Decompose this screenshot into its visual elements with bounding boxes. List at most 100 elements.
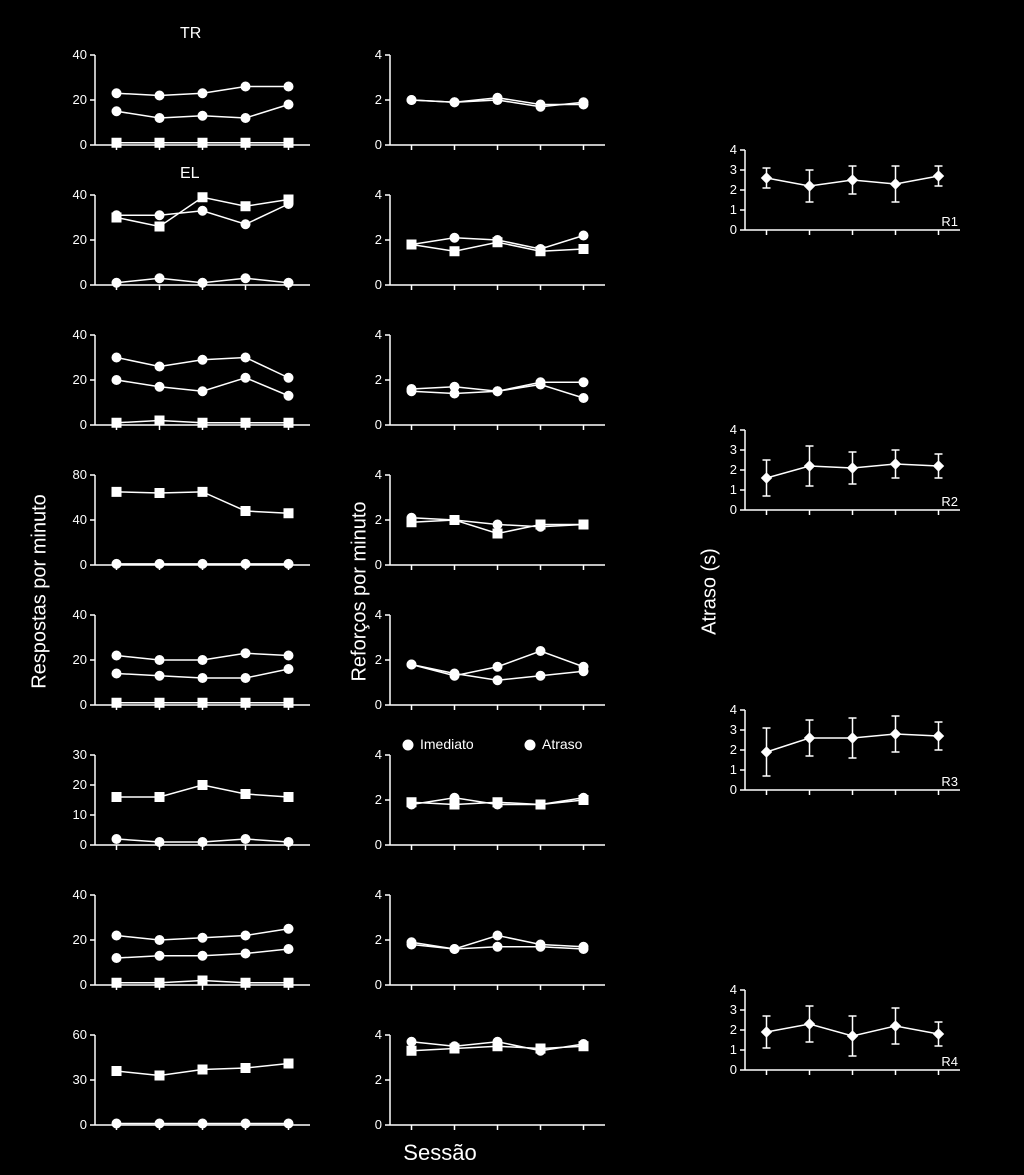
svg-text:Atraso: Atraso: [542, 736, 583, 752]
svg-text:2: 2: [730, 462, 737, 477]
chart-panel: 02040: [95, 335, 320, 425]
svg-text:4: 4: [375, 607, 382, 622]
svg-text:0: 0: [730, 222, 737, 237]
svg-text:0: 0: [375, 837, 382, 852]
chart-panel: 024: [390, 1035, 615, 1125]
chart-panel: 02040: [95, 55, 320, 145]
chart-panel: 024: [390, 755, 615, 845]
svg-text:2: 2: [375, 932, 382, 947]
chart-panel: 02040: [95, 615, 320, 705]
svg-text:R4: R4: [941, 1054, 958, 1069]
svg-text:4: 4: [375, 747, 382, 762]
svg-text:20: 20: [73, 777, 87, 792]
svg-text:0: 0: [730, 782, 737, 797]
svg-text:4: 4: [375, 1027, 382, 1042]
svg-text:0: 0: [730, 1062, 737, 1077]
svg-text:30: 30: [73, 1072, 87, 1087]
svg-text:4: 4: [730, 702, 737, 717]
svg-text:20: 20: [73, 92, 87, 107]
svg-text:20: 20: [73, 232, 87, 247]
error-chart-panel: 01234R3: [745, 710, 970, 790]
chart-panel: 024: [390, 195, 615, 285]
svg-text:4: 4: [375, 47, 382, 62]
svg-text:0: 0: [730, 502, 737, 517]
svg-text:3: 3: [730, 722, 737, 737]
svg-text:0: 0: [375, 1117, 382, 1132]
svg-text:0: 0: [80, 837, 87, 852]
legend: Imediato Atraso: [400, 735, 650, 755]
error-chart-panel: 01234R4: [745, 990, 970, 1070]
svg-text:30: 30: [73, 747, 87, 762]
svg-text:0: 0: [80, 697, 87, 712]
chart-panel: 024: [390, 895, 615, 985]
svg-text:4: 4: [375, 327, 382, 342]
svg-text:0: 0: [375, 277, 382, 292]
svg-text:3: 3: [730, 162, 737, 177]
svg-text:40: 40: [73, 327, 87, 342]
svg-text:20: 20: [73, 932, 87, 947]
chart-panel: 024: [390, 335, 615, 425]
svg-text:4: 4: [375, 887, 382, 902]
svg-text:0: 0: [80, 277, 87, 292]
svg-text:0: 0: [80, 137, 87, 152]
svg-text:80: 80: [73, 467, 87, 482]
svg-text:2: 2: [375, 92, 382, 107]
svg-text:0: 0: [375, 697, 382, 712]
svg-text:2: 2: [730, 182, 737, 197]
svg-text:0: 0: [375, 977, 382, 992]
svg-text:10: 10: [73, 807, 87, 822]
svg-text:2: 2: [375, 1072, 382, 1087]
svg-text:2: 2: [375, 792, 382, 807]
svg-text:4: 4: [730, 982, 737, 997]
svg-text:4: 4: [730, 142, 737, 157]
svg-text:3: 3: [730, 1002, 737, 1017]
svg-text:40: 40: [73, 187, 87, 202]
svg-text:0: 0: [375, 417, 382, 432]
svg-text:40: 40: [73, 887, 87, 902]
tr-label: TR: [180, 25, 201, 43]
svg-text:20: 20: [73, 652, 87, 667]
mid-y-axis-label: Reforços por minuto: [349, 492, 372, 692]
error-chart-panel: 01234R1: [745, 150, 970, 230]
svg-text:4: 4: [730, 422, 737, 437]
svg-text:1: 1: [730, 762, 737, 777]
svg-text:2: 2: [375, 512, 382, 527]
x-axis-label: Sessão: [380, 1140, 500, 1166]
el-label: EL: [180, 165, 200, 183]
svg-text:0: 0: [80, 977, 87, 992]
svg-text:2: 2: [730, 1022, 737, 1037]
svg-text:40: 40: [73, 607, 87, 622]
svg-text:R3: R3: [941, 774, 958, 789]
svg-text:20: 20: [73, 372, 87, 387]
svg-text:1: 1: [730, 202, 737, 217]
svg-text:0: 0: [375, 137, 382, 152]
chart-panel: 024: [390, 55, 615, 145]
svg-text:40: 40: [73, 512, 87, 527]
svg-text:60: 60: [73, 1027, 87, 1042]
svg-text:2: 2: [730, 742, 737, 757]
svg-text:R1: R1: [941, 214, 958, 229]
svg-text:2: 2: [375, 652, 382, 667]
right-y-axis-label: Atraso (s): [699, 492, 722, 692]
chart-panel: 024: [390, 615, 615, 705]
svg-text:0: 0: [375, 557, 382, 572]
chart-panel: 04080: [95, 475, 320, 565]
svg-text:2: 2: [375, 232, 382, 247]
chart-panel: 03060: [95, 1035, 320, 1125]
left-y-axis-label: Respostas por minuto: [29, 492, 52, 692]
svg-text:R2: R2: [941, 494, 958, 509]
svg-text:Imediato: Imediato: [420, 736, 474, 752]
error-chart-panel: 01234R2: [745, 430, 970, 510]
chart-panel: 02040: [95, 895, 320, 985]
svg-text:0: 0: [80, 557, 87, 572]
svg-text:40: 40: [73, 47, 87, 62]
chart-panel: 0102030: [95, 755, 320, 845]
svg-text:0: 0: [80, 417, 87, 432]
svg-text:2: 2: [375, 372, 382, 387]
svg-text:1: 1: [730, 1042, 737, 1057]
svg-text:4: 4: [375, 187, 382, 202]
svg-text:3: 3: [730, 442, 737, 457]
chart-panel: 024: [390, 475, 615, 565]
svg-text:1: 1: [730, 482, 737, 497]
svg-text:4: 4: [375, 467, 382, 482]
